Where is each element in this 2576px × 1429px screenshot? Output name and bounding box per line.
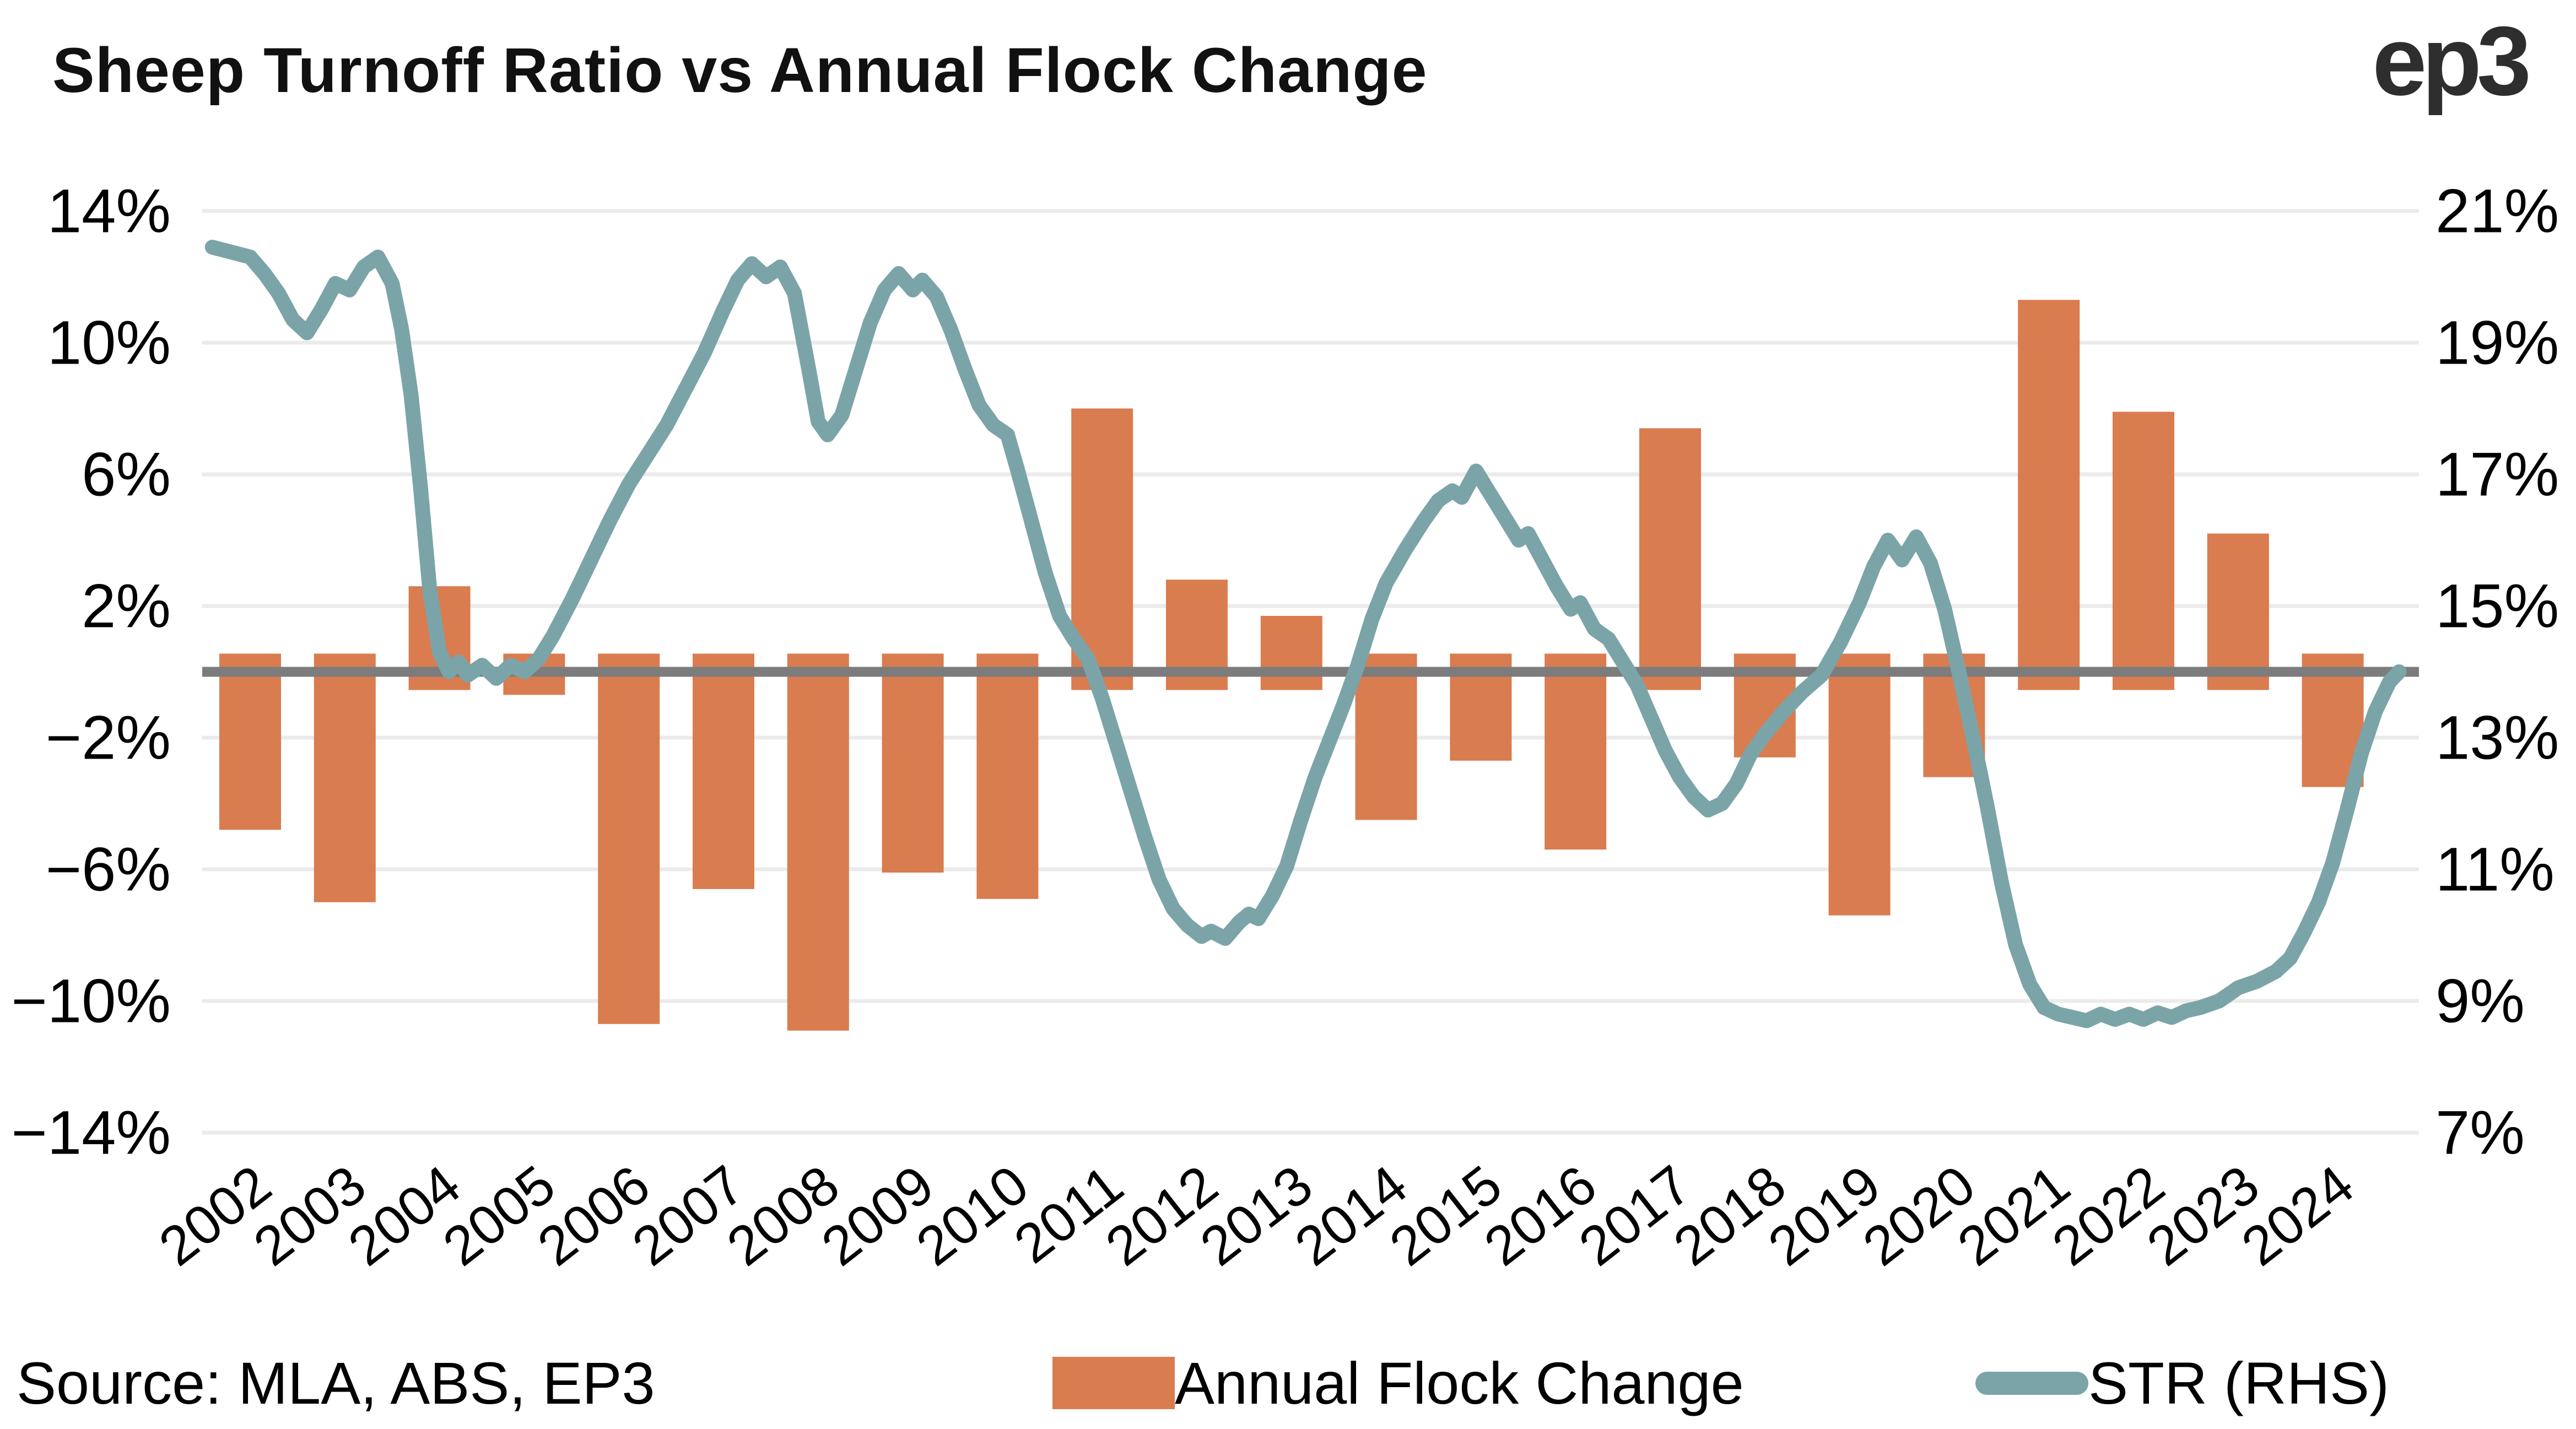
legend-label-flock-change: Annual Flock Change (1175, 1350, 1744, 1416)
bar-2009 (882, 653, 944, 873)
right-axis-tick: 15% (2435, 572, 2559, 641)
bar-2013 (1260, 615, 1322, 690)
left-axis-tick: 10% (47, 308, 171, 377)
bar-2007 (693, 653, 754, 889)
ep3-logo: ep3 (2372, 6, 2531, 116)
bar-2006 (598, 653, 660, 1024)
right-axis-tick: 17% (2435, 440, 2559, 509)
bar-2002 (219, 653, 281, 830)
bar-2023 (2207, 533, 2269, 690)
bar-2022 (2113, 412, 2174, 690)
right-axis-tick: 7% (2435, 1098, 2525, 1167)
left-axis-tick: −14% (11, 1098, 171, 1167)
chart-title: Sheep Turnoff Ratio vs Annual Flock Chan… (52, 35, 1428, 106)
legend-item-flock-change: Annual Flock Change (1052, 1349, 1744, 1417)
left-axis-tick: −6% (46, 835, 171, 904)
bar-2016 (1544, 653, 1607, 850)
bar-2014 (1355, 653, 1417, 820)
legend-item-str: STR (RHS) (1975, 1349, 2389, 1417)
bar-2021 (2018, 300, 2080, 690)
right-axis-tick: 13% (2435, 703, 2559, 772)
bar-2008 (787, 653, 849, 1031)
line-swatch-icon (1975, 1371, 2088, 1395)
left-axis-tick: −10% (11, 967, 171, 1036)
source-note: Source: MLA, ABS, EP3 (17, 1350, 655, 1416)
left-axis-tick: 2% (82, 572, 171, 641)
right-axis-tick: 19% (2435, 308, 2559, 377)
x-axis-label-2024: 2024 (2231, 1154, 2365, 1278)
bar-2003 (314, 653, 376, 902)
left-axis-tick: 6% (82, 440, 171, 509)
bar-2019 (1828, 653, 1891, 916)
left-axis-tick: −2% (46, 703, 171, 772)
legend-label-str: STR (RHS) (2088, 1350, 2389, 1416)
right-axis-tick: 11% (2435, 835, 2555, 904)
bar-swatch-icon (1052, 1357, 1175, 1409)
str-line (204, 240, 2407, 1029)
right-axis-tick: 21% (2435, 177, 2559, 246)
right-axis-tick: 9% (2435, 967, 2525, 1036)
bar-2010 (976, 653, 1039, 899)
left-axis-tick: 14% (47, 177, 171, 246)
bar-2017 (1639, 428, 1701, 690)
